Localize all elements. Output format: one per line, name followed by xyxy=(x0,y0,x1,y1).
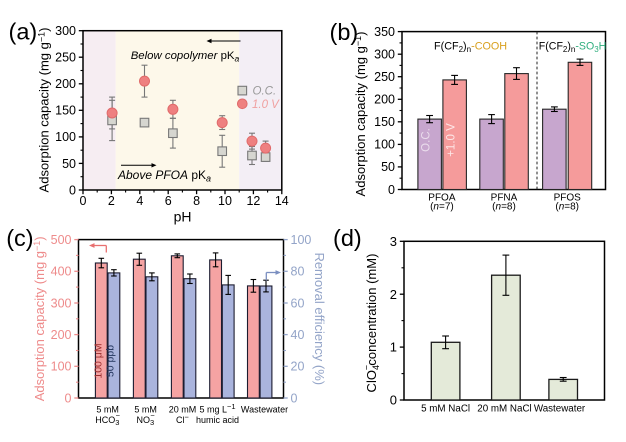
svg-text:(n=8): (n=8) xyxy=(555,201,579,212)
svg-text:300: 300 xyxy=(374,48,395,62)
svg-text:pH: pH xyxy=(174,208,192,224)
svg-text:250: 250 xyxy=(374,70,395,84)
svg-text:0: 0 xyxy=(65,391,72,405)
svg-text:3: 3 xyxy=(390,234,397,249)
svg-text:ClO4−concentration (mM): ClO4−concentration (mM) xyxy=(362,254,381,393)
svg-text:60: 60 xyxy=(291,296,305,310)
svg-text:(n=8): (n=8) xyxy=(492,201,516,212)
svg-text:300: 300 xyxy=(51,296,72,310)
svg-text:20: 20 xyxy=(291,360,305,374)
svg-text:5 mM NaCl: 5 mM NaCl xyxy=(421,404,470,415)
svg-text:0: 0 xyxy=(388,183,395,197)
svg-text:10: 10 xyxy=(218,194,232,208)
svg-text:40: 40 xyxy=(291,328,305,342)
svg-text:350: 350 xyxy=(374,25,395,39)
svg-text:HCO3−: HCO3− xyxy=(95,411,120,427)
svg-text:O.C.: O.C. xyxy=(421,128,433,152)
svg-text:0: 0 xyxy=(291,391,298,405)
svg-text:Adsorption capacity (mg g−1): Adsorption capacity (mg g−1) xyxy=(37,28,52,193)
svg-text:humic acid: humic acid xyxy=(196,415,239,425)
svg-text:(a): (a) xyxy=(9,19,38,45)
svg-text:NO3−: NO3− xyxy=(136,411,155,427)
svg-text:(c): (c) xyxy=(6,225,33,251)
svg-text:PFNA: PFNA xyxy=(491,193,518,204)
svg-text:14: 14 xyxy=(275,194,289,208)
svg-text:6: 6 xyxy=(165,194,172,208)
svg-text:5 mM: 5 mM xyxy=(96,405,119,415)
svg-text:100: 100 xyxy=(51,360,72,374)
svg-text:200: 200 xyxy=(51,328,72,342)
svg-text:5 mg L−1: 5 mg L−1 xyxy=(199,402,235,414)
svg-text:150: 150 xyxy=(55,104,76,118)
svg-text:400: 400 xyxy=(51,265,72,279)
svg-text:(n=7): (n=7) xyxy=(430,201,454,212)
svg-text:O.C.: O.C. xyxy=(253,86,277,98)
svg-text:80: 80 xyxy=(291,265,305,279)
svg-text:Removal efficiency (%): Removal efficiency (%) xyxy=(312,252,327,385)
svg-text:150: 150 xyxy=(374,115,395,129)
svg-text:50: 50 xyxy=(62,157,76,171)
svg-text:100: 100 xyxy=(291,233,312,247)
svg-text:Adsorption capacity (mg g−1): Adsorption capacity (mg g−1) xyxy=(32,236,47,401)
svg-text:100: 100 xyxy=(374,138,395,152)
svg-text:200: 200 xyxy=(55,77,76,91)
svg-text:1.0 V: 1.0 V xyxy=(252,99,280,111)
svg-text:500: 500 xyxy=(51,233,72,247)
svg-text:F(CF2)n-SO3H: F(CF2)n-SO3H xyxy=(539,41,607,54)
svg-text:2: 2 xyxy=(390,287,397,302)
svg-text:250: 250 xyxy=(55,51,76,65)
svg-text:200: 200 xyxy=(374,93,395,107)
svg-text:12: 12 xyxy=(246,194,260,208)
svg-text:(d): (d) xyxy=(333,225,362,251)
svg-text:5 mM: 5 mM xyxy=(134,405,157,415)
svg-text:0: 0 xyxy=(80,194,87,208)
svg-text:Wastewater: Wastewater xyxy=(241,405,288,415)
svg-text:PFOS: PFOS xyxy=(554,193,582,204)
svg-text:PFOA: PFOA xyxy=(428,193,456,204)
svg-text:F(CF2)n-COOH: F(CF2)n-COOH xyxy=(434,41,507,54)
svg-text:8: 8 xyxy=(193,194,200,208)
svg-text:300: 300 xyxy=(55,24,76,38)
svg-text:50 ppb: 50 ppb xyxy=(105,345,117,377)
svg-text:50: 50 xyxy=(381,160,395,174)
svg-text:2: 2 xyxy=(108,194,115,208)
svg-text:Wastewater: Wastewater xyxy=(534,404,586,415)
svg-text:0: 0 xyxy=(390,393,397,408)
svg-text:4: 4 xyxy=(136,194,143,208)
svg-text:+1.0 V: +1.0 V xyxy=(446,123,458,157)
svg-text:0: 0 xyxy=(69,183,76,197)
svg-text:1: 1 xyxy=(390,340,397,355)
svg-text:100: 100 xyxy=(55,130,76,144)
svg-text:20 mM NaCl: 20 mM NaCl xyxy=(477,404,531,415)
svg-text:Above PFOA pKa: Above PFOA pKa xyxy=(117,168,211,184)
svg-text:Adsorption capacity (mg g−1): Adsorption capacity (mg g−1) xyxy=(353,32,368,197)
svg-text:(b): (b) xyxy=(330,19,359,45)
svg-text:Below copolymer pKa: Below copolymer pKa xyxy=(131,50,240,64)
svg-text:100 μM: 100 μM xyxy=(93,343,105,378)
svg-text:20 mM: 20 mM xyxy=(169,405,197,415)
